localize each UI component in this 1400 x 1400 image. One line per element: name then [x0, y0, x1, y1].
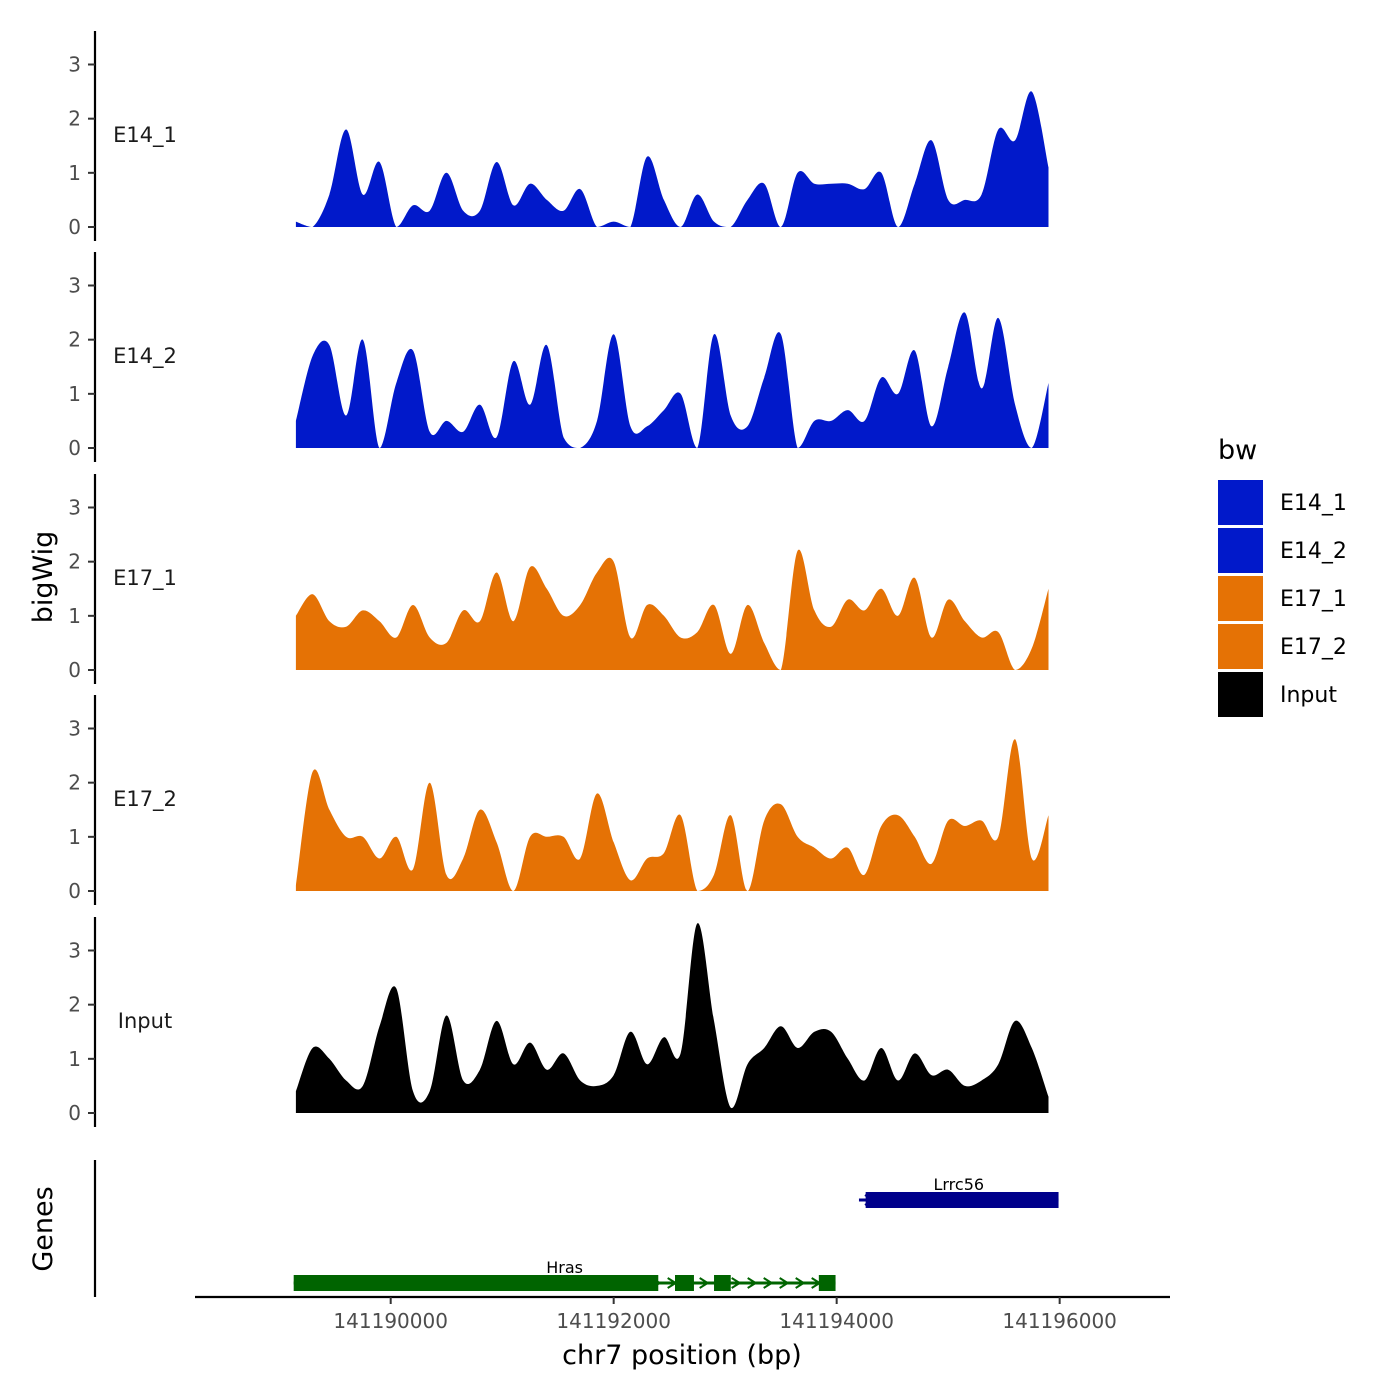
track-E17_2: 0 1 2 3 E17_2 [68, 695, 1049, 905]
strand-chevron [699, 1277, 710, 1289]
y-tick-label: 0 [68, 879, 81, 903]
strand-chevron [763, 1277, 774, 1289]
track-E14_2: 0 1 2 3 E14_2 [68, 252, 1049, 462]
x-tick-label: 141190000 [333, 1309, 448, 1333]
exon-block [293, 1275, 659, 1291]
y-tick-label: 1 [68, 604, 81, 628]
y-tick-label: 0 [68, 658, 81, 682]
y-tick-label: 2 [68, 550, 81, 574]
legend-swatch-E17_2 [1218, 624, 1263, 669]
track-label: E17_2 [113, 787, 177, 812]
y-tick-label: 0 [68, 1101, 81, 1125]
legend-label: E14_2 [1280, 539, 1347, 564]
legend-label: Input [1280, 683, 1337, 708]
track-Input: 0 1 2 3 Input [68, 917, 1049, 1127]
y-tick-label: 0 [68, 436, 81, 460]
y-tick-label: 2 [68, 107, 81, 131]
x-axis-title: chr7 position (bp) [562, 1340, 802, 1371]
genes-panel: Hras Lrrc56 [93, 1160, 1059, 1297]
track-E14_1: 0 1 2 3 E14_1 [68, 31, 1049, 241]
gene-Lrrc56: Lrrc56 [858, 1175, 1059, 1208]
track-label: E17_1 [113, 566, 177, 591]
x-tick-label: 141194000 [779, 1309, 894, 1333]
genes-axis-title: Genes [28, 1186, 59, 1271]
track-label: Input [118, 1009, 172, 1033]
legend-label: E17_1 [1280, 587, 1347, 612]
y-tick-label: 1 [68, 161, 81, 185]
y-tick-label: 1 [68, 382, 81, 406]
y-tick-label: 2 [68, 328, 81, 352]
gene-label: Lrrc56 [933, 1175, 984, 1194]
legend-label: E14_1 [1280, 491, 1347, 516]
track-label: E14_2 [113, 344, 177, 369]
y-axis-title: bigWig [28, 531, 59, 624]
legend-swatch-Input [1218, 672, 1263, 717]
signal-area-E14_2 [295, 312, 1049, 448]
exon-block [714, 1275, 731, 1291]
x-axis: 141190000 141192000 141194000 141196000 [195, 1295, 1170, 1333]
gene-label: Hras [546, 1258, 583, 1277]
y-tick-label: 3 [68, 274, 81, 298]
y-tick-label: 0 [68, 215, 81, 239]
legend-title: bw [1218, 435, 1257, 466]
y-tick-label: 2 [68, 993, 81, 1017]
signal-area-E17_2 [295, 739, 1049, 891]
signal-area-E14_1 [295, 91, 1049, 227]
strand-chevron [731, 1277, 742, 1289]
signal-area-Input [295, 923, 1049, 1113]
track-E17_1: 0 1 2 3 E17_1 [68, 474, 1049, 684]
strand-chevron [779, 1277, 790, 1289]
y-tick-label: 1 [68, 1047, 81, 1071]
gene-Hras: Hras [293, 1258, 836, 1291]
legend-swatch-E14_1 [1218, 480, 1263, 525]
legend-swatch-E14_2 [1218, 528, 1263, 573]
signal-tracks: 0 1 2 3 E14_1 0 1 2 3 E14_2 0 1 2 3 E17_1 0 1 2 3 E17_2 0 1 2 3… [68, 31, 1049, 1127]
y-tick-label: 1 [68, 825, 81, 849]
x-tick-label: 141192000 [556, 1309, 671, 1333]
y-tick-label: 3 [68, 496, 81, 520]
signal-area-E17_1 [295, 549, 1049, 670]
y-tick-label: 2 [68, 771, 81, 795]
track-label: E14_1 [113, 123, 177, 148]
exon-block [865, 1192, 1059, 1208]
legend: bw E14_1 E14_2 E17_1 E17_2 Input [1218, 435, 1347, 717]
legend-label: E17_2 [1280, 635, 1347, 660]
x-tick-label: 141196000 [1002, 1309, 1117, 1333]
y-tick-label: 3 [68, 53, 81, 77]
strand-chevron [747, 1277, 758, 1289]
legend-swatch-E17_1 [1218, 576, 1263, 621]
y-tick-label: 3 [68, 939, 81, 963]
exon-block [675, 1275, 694, 1291]
y-tick-label: 3 [68, 717, 81, 741]
strand-chevron [795, 1277, 806, 1289]
exon-block [818, 1275, 836, 1291]
